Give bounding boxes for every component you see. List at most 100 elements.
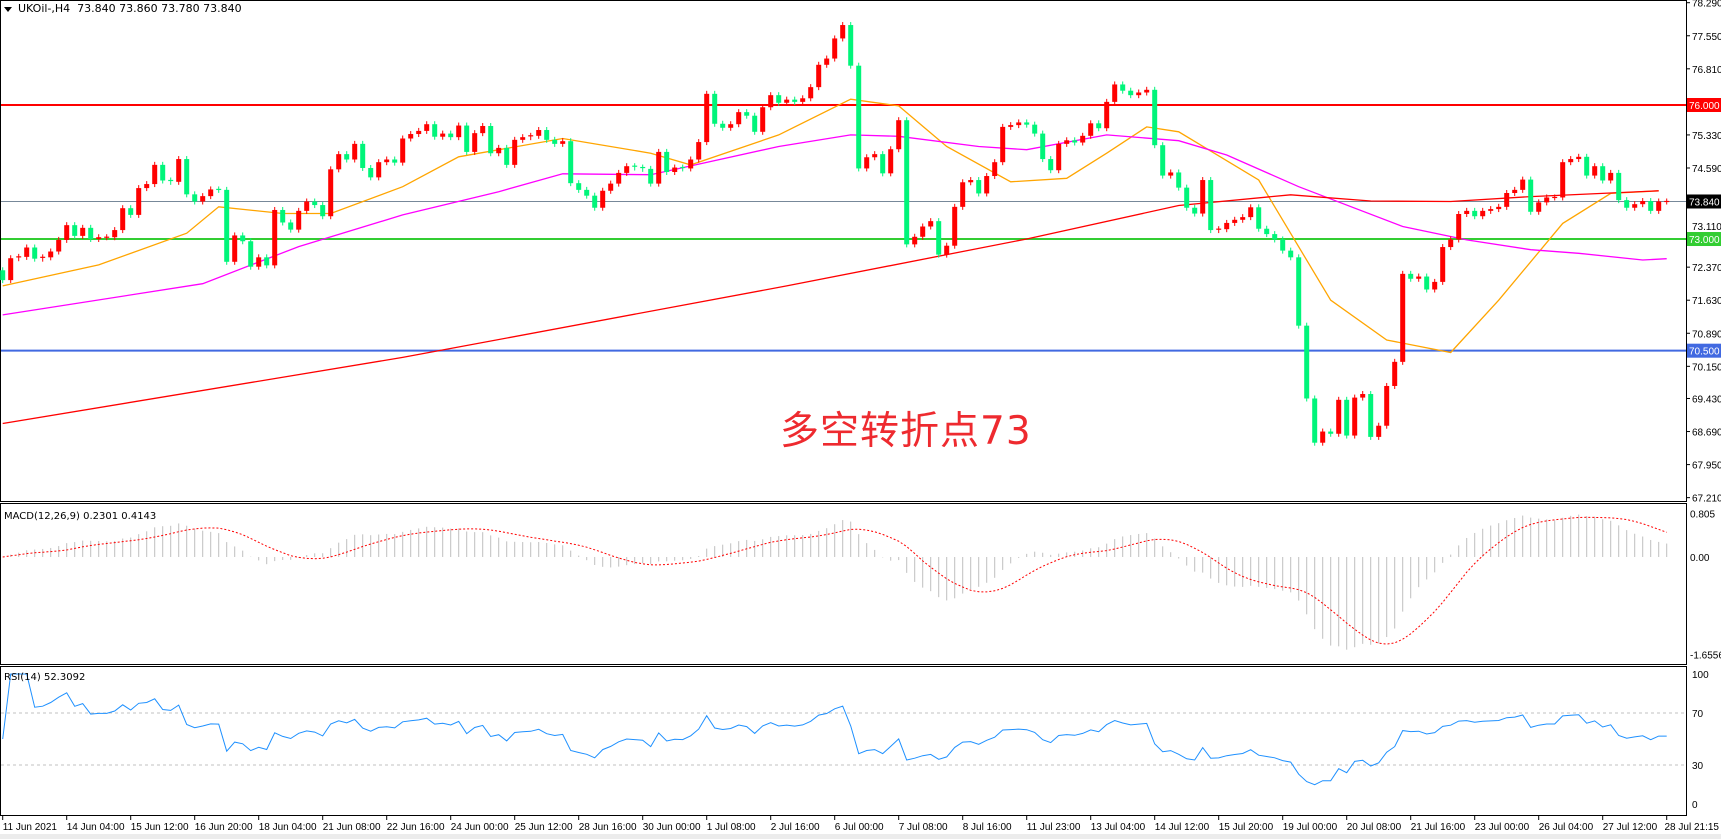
time-axis-label: 1 Jul 08:00 bbox=[707, 822, 756, 833]
time-axis-label: 23 Jul 00:00 bbox=[1475, 822, 1530, 833]
candle-body bbox=[832, 38, 838, 59]
candle-body bbox=[128, 208, 134, 215]
candle-body bbox=[1600, 166, 1606, 181]
candle-body bbox=[272, 209, 278, 266]
candle-body bbox=[360, 143, 366, 168]
candle-body bbox=[328, 169, 334, 217]
candle-body bbox=[752, 115, 758, 132]
candle-body bbox=[984, 176, 990, 194]
ohlc-label: 73.840 73.860 73.780 73.840 bbox=[77, 2, 242, 15]
time-axis-label: 7 Jul 08:00 bbox=[899, 822, 948, 833]
rsi-axis-label: 100 bbox=[1692, 670, 1709, 681]
time-axis-label: 20 Jul 08:00 bbox=[1347, 822, 1402, 833]
candle-body bbox=[1152, 89, 1158, 146]
candle-body bbox=[704, 93, 710, 143]
time-axis-label: 28 Jul 21:15 bbox=[1665, 822, 1720, 833]
price-axis-label: 70.890 bbox=[1692, 329, 1721, 340]
candle-body bbox=[744, 112, 750, 116]
candle-body bbox=[712, 93, 718, 124]
time-axis-label: 27 Jul 12:00 bbox=[1603, 822, 1658, 833]
candle-body bbox=[624, 166, 630, 173]
candle-body bbox=[1104, 101, 1110, 129]
candle-body bbox=[552, 139, 558, 144]
candle-body bbox=[296, 210, 302, 230]
candle-body bbox=[1048, 159, 1054, 171]
candle-body bbox=[352, 143, 358, 160]
chart-header: UKOil-,H4 73.840 73.860 73.780 73.840 bbox=[4, 2, 242, 15]
candle-body bbox=[768, 95, 774, 108]
candle-body bbox=[576, 183, 582, 190]
candle-body bbox=[1512, 189, 1518, 193]
candle-body bbox=[1120, 84, 1126, 91]
candle-body bbox=[648, 168, 654, 184]
candle-body bbox=[1176, 172, 1182, 188]
candle-body bbox=[1328, 431, 1334, 434]
candle-body bbox=[0, 270, 6, 281]
candle-body bbox=[912, 236, 918, 245]
candle-body bbox=[1224, 222, 1230, 230]
candle-body bbox=[776, 95, 782, 103]
candle-body bbox=[1184, 187, 1190, 208]
candle-body bbox=[840, 25, 846, 39]
candle-body bbox=[424, 124, 430, 131]
candle-body bbox=[312, 201, 318, 206]
time-axis-label: 2 Jul 16:00 bbox=[771, 822, 820, 833]
candle-body bbox=[1008, 125, 1014, 127]
candle-body bbox=[1080, 135, 1086, 143]
candle-body bbox=[944, 245, 950, 255]
candle-body bbox=[1088, 123, 1094, 136]
candle-body bbox=[1560, 162, 1566, 198]
price-axis-label: 68.690 bbox=[1692, 428, 1721, 439]
price-axis-label: 78.290 bbox=[1692, 0, 1721, 10]
price-axis-label: 67.210 bbox=[1692, 494, 1721, 505]
candle-body bbox=[1056, 143, 1062, 171]
price-axis-label: 69.430 bbox=[1692, 394, 1721, 405]
candle-body bbox=[968, 180, 974, 183]
candle-body bbox=[480, 125, 486, 134]
candle-body bbox=[1616, 172, 1622, 201]
candle-body bbox=[920, 226, 926, 237]
time-axis-label: 14 Jun 04:00 bbox=[67, 822, 125, 833]
candle-body bbox=[184, 159, 190, 195]
moving-average-long bbox=[2, 190, 1659, 425]
price-axis-label: 74.590 bbox=[1692, 164, 1721, 175]
candle-body bbox=[560, 141, 566, 144]
candle-body bbox=[1448, 239, 1454, 248]
time-axis-label: 24 Jun 00:00 bbox=[451, 822, 509, 833]
candle-body bbox=[232, 235, 238, 262]
candle-body bbox=[304, 201, 310, 211]
candle-body bbox=[472, 133, 478, 152]
symbol-label: UKOil-,H4 bbox=[18, 2, 71, 15]
candle-body bbox=[1376, 425, 1382, 437]
candle-body bbox=[1312, 398, 1318, 443]
time-axis-label: 22 Jun 16:00 bbox=[387, 822, 445, 833]
price-axis-label: 70.150 bbox=[1692, 362, 1721, 373]
candle-body bbox=[808, 87, 814, 99]
candle-body bbox=[856, 65, 862, 169]
candle-body bbox=[400, 138, 406, 163]
candle-body bbox=[512, 139, 518, 165]
candle-body bbox=[1408, 273, 1414, 279]
candle-body bbox=[1344, 399, 1350, 436]
candle-body bbox=[248, 241, 254, 267]
candle-body bbox=[1624, 200, 1630, 208]
candle-body bbox=[1528, 179, 1534, 212]
candle-body bbox=[280, 209, 286, 223]
time-axis-label: 25 Jun 12:00 bbox=[515, 822, 573, 833]
candle-body bbox=[80, 227, 86, 236]
candle-body bbox=[8, 258, 14, 281]
price-axis-label: 77.550 bbox=[1692, 32, 1721, 43]
candle-body bbox=[1464, 210, 1470, 214]
candle-body bbox=[688, 159, 694, 169]
candle-body bbox=[448, 133, 454, 138]
candle-body bbox=[952, 206, 958, 246]
candle-body bbox=[544, 130, 550, 140]
dropdown-triangle-icon[interactable] bbox=[4, 6, 12, 12]
candle-body bbox=[224, 189, 230, 262]
rsi-title: RSI(14) 52.3092 bbox=[4, 672, 86, 683]
candle-body bbox=[1472, 210, 1478, 217]
candle-body bbox=[760, 107, 766, 132]
candle-body bbox=[96, 237, 102, 240]
candle-body bbox=[392, 159, 398, 163]
